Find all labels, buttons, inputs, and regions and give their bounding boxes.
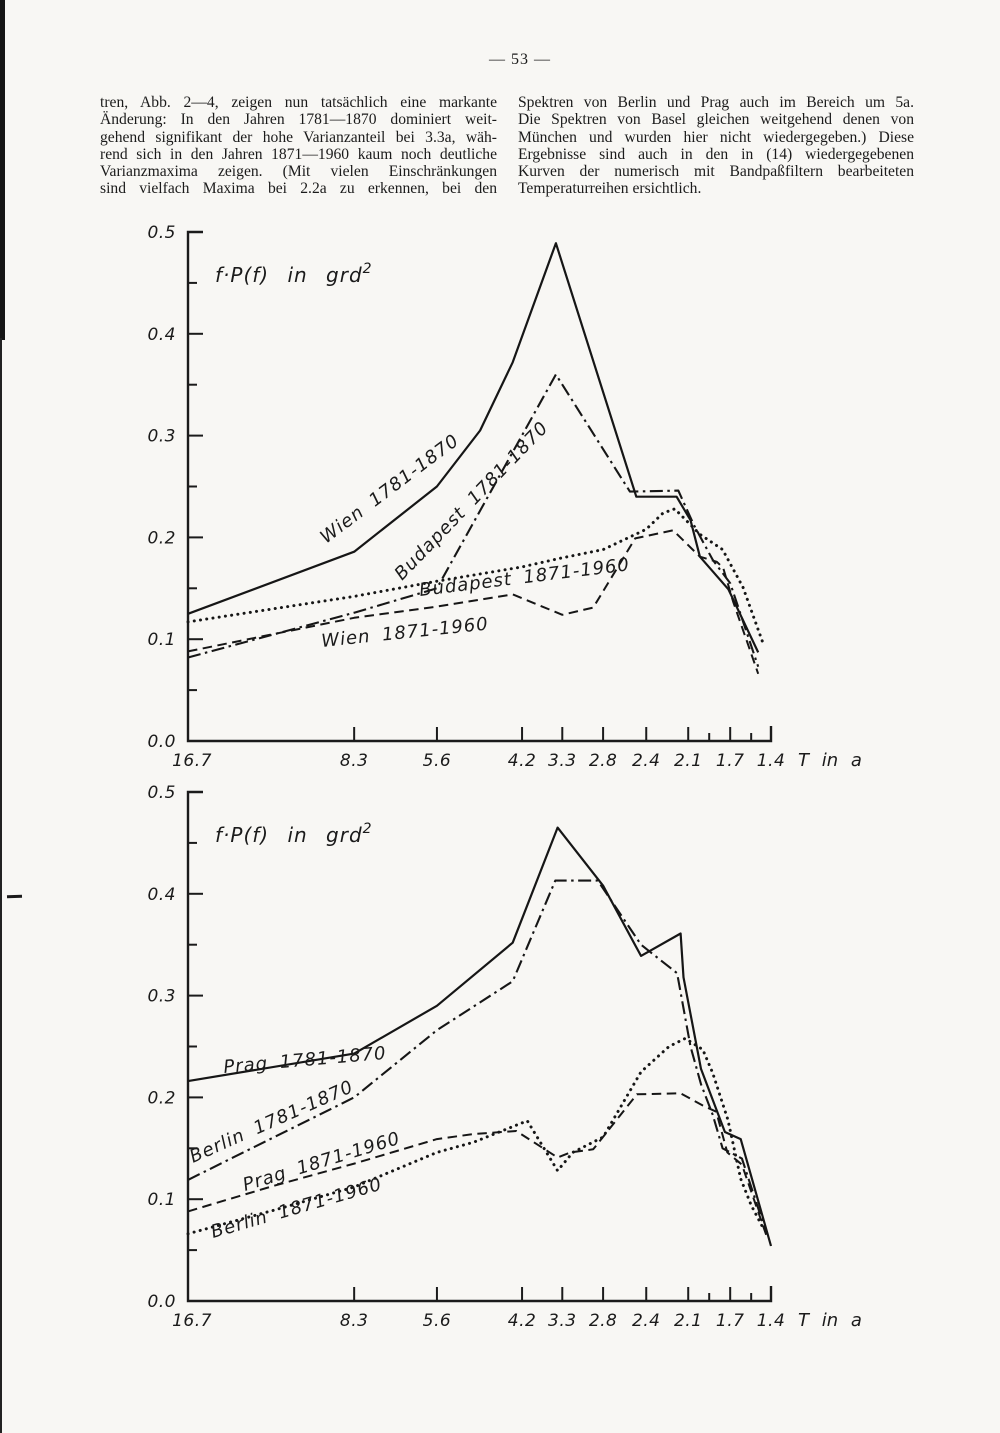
y-tick-label: 0.5 — [147, 783, 176, 803]
text-line: tren, Abb. 2—4, zeigen nun tatsächlich e… — [100, 94, 497, 111]
text-line: Kurven der numerisch mit Bandpaßfiltern … — [518, 163, 914, 181]
text-line: Die Spektren von Basel gleichen weitgehe… — [518, 111, 914, 129]
y-tick-label: 0.2 — [147, 1088, 176, 1108]
y-tick-label: 0.1 — [147, 630, 176, 650]
series-line-wien-1781-1870 — [187, 242, 760, 653]
x-tick-label: 2.1 — [674, 1311, 703, 1331]
series-line-budapest-1781-1870 — [187, 373, 760, 668]
x-tick-label: 1.4 — [757, 751, 786, 771]
margin-dash-mark — [6, 894, 23, 899]
text-line: Varianzmaxima zeigen. (Mit vielen Einsch… — [100, 163, 497, 181]
text-column-left: tren, Abb. 2—4, zeigen nun tatsächlich e… — [100, 94, 497, 198]
chart-title: f·P(f) in grd2 — [215, 821, 373, 847]
x-tick-label: 16.7 — [172, 751, 212, 771]
page-number: — 53 — — [489, 51, 551, 68]
text-line: München und wurden hier nicht wiedergege… — [518, 128, 914, 146]
series-line-prag-1781-1870 — [187, 826, 773, 1247]
series-label-wien-1871-1960: Wien 1871-1960 — [320, 614, 489, 652]
y-tick-label: 0.0 — [147, 1292, 176, 1312]
x-axis-unit-label: T in a — [798, 750, 862, 771]
x-axis-unit-label: T in a — [798, 1310, 862, 1331]
x-tick-label: 2.1 — [674, 751, 703, 771]
y-tick-label: 0.5 — [147, 223, 176, 243]
x-tick-label: 3.3 — [548, 1311, 577, 1331]
text-line: Ergebnisse sind auch in den in (14) wied… — [518, 145, 914, 163]
axis-frame — [186, 230, 773, 743]
series-line-budapest-1871-1960 — [186, 507, 764, 643]
x-tick-label: 1.4 — [757, 1311, 786, 1331]
x-tick-label: 5.6 — [423, 1311, 452, 1331]
text-line: gehend signifikant der hohe Varianzantei… — [100, 128, 497, 146]
x-tick-label: 2.4 — [632, 1311, 661, 1331]
text-line: Spektren von Berlin und Prag auch im Ber… — [518, 94, 914, 111]
series-line-prag-1871-1960 — [187, 1092, 768, 1238]
y-tick-label: 0.4 — [147, 885, 176, 905]
y-tick-label: 0.4 — [147, 325, 176, 345]
axis-frame — [186, 790, 773, 1303]
x-tick-label: 2.8 — [589, 1311, 618, 1331]
x-tick-label: 8.3 — [340, 751, 369, 771]
series-line-berlin-1871-1960 — [186, 1036, 766, 1236]
y-tick-label: 0.3 — [147, 427, 176, 447]
x-tick-label: 4.2 — [508, 1311, 537, 1331]
y-tick-label: 0.3 — [147, 987, 176, 1007]
text-column-right: Spektren von Berlin und Prag auch im Ber… — [518, 94, 914, 198]
text-line: sind vielfach Maxima bei 2.2a zu erkenne… — [100, 180, 497, 198]
x-tick-label: 3.3 — [548, 751, 577, 771]
text-line: Temperaturreihen ersichtlich. — [518, 180, 702, 198]
x-tick-label: 16.7 — [172, 1311, 212, 1331]
scan-edge-artifact-bottom — [0, 338, 2, 1433]
x-tick-label: 1.7 — [716, 751, 745, 771]
scan-edge-artifact-top — [0, 0, 5, 340]
series-label-prag-1781-1870: Prag 1781-1870 — [223, 1043, 388, 1078]
y-tick-label: 0.2 — [147, 528, 176, 548]
spectrum-chart-prag-berlin: 0.5 0.4 0.3 0.2 0.1 0.016.7 8.3 5.6 4.2 3.3 2.8 2.4… — [147, 783, 862, 1331]
x-tick-label: 2.8 — [589, 751, 618, 771]
x-tick-label: 8.3 — [340, 1311, 369, 1331]
x-tick-label: 2.4 — [632, 751, 661, 771]
x-tick-label: 5.6 — [423, 751, 452, 771]
text-line: rend sich in den Jahren 1871—1960 kaum n… — [100, 145, 497, 163]
spectrum-chart-wien-budapest: 0.5 0.4 0.3 0.2 0.1 0.016.7 8.3 5.6 4.2 3.3 2.8 2.4… — [147, 223, 862, 771]
x-tick-label: 4.2 — [508, 751, 537, 771]
x-tick-label: 1.7 — [716, 1311, 745, 1331]
text-line: Änderung: In den Jahren 1781—1870 domini… — [100, 111, 497, 129]
y-tick-label: 0.1 — [147, 1190, 176, 1210]
series-label-berlin-1871-1960: Berlin 1871-1960 — [209, 1174, 385, 1243]
series-label-budapest-1871-1960: Budapest 1871-1960 — [418, 554, 631, 601]
series-line-wien-1871-1960 — [187, 529, 760, 675]
chart-title: f·P(f) in grd2 — [215, 261, 373, 287]
y-tick-label: 0.0 — [147, 732, 176, 752]
